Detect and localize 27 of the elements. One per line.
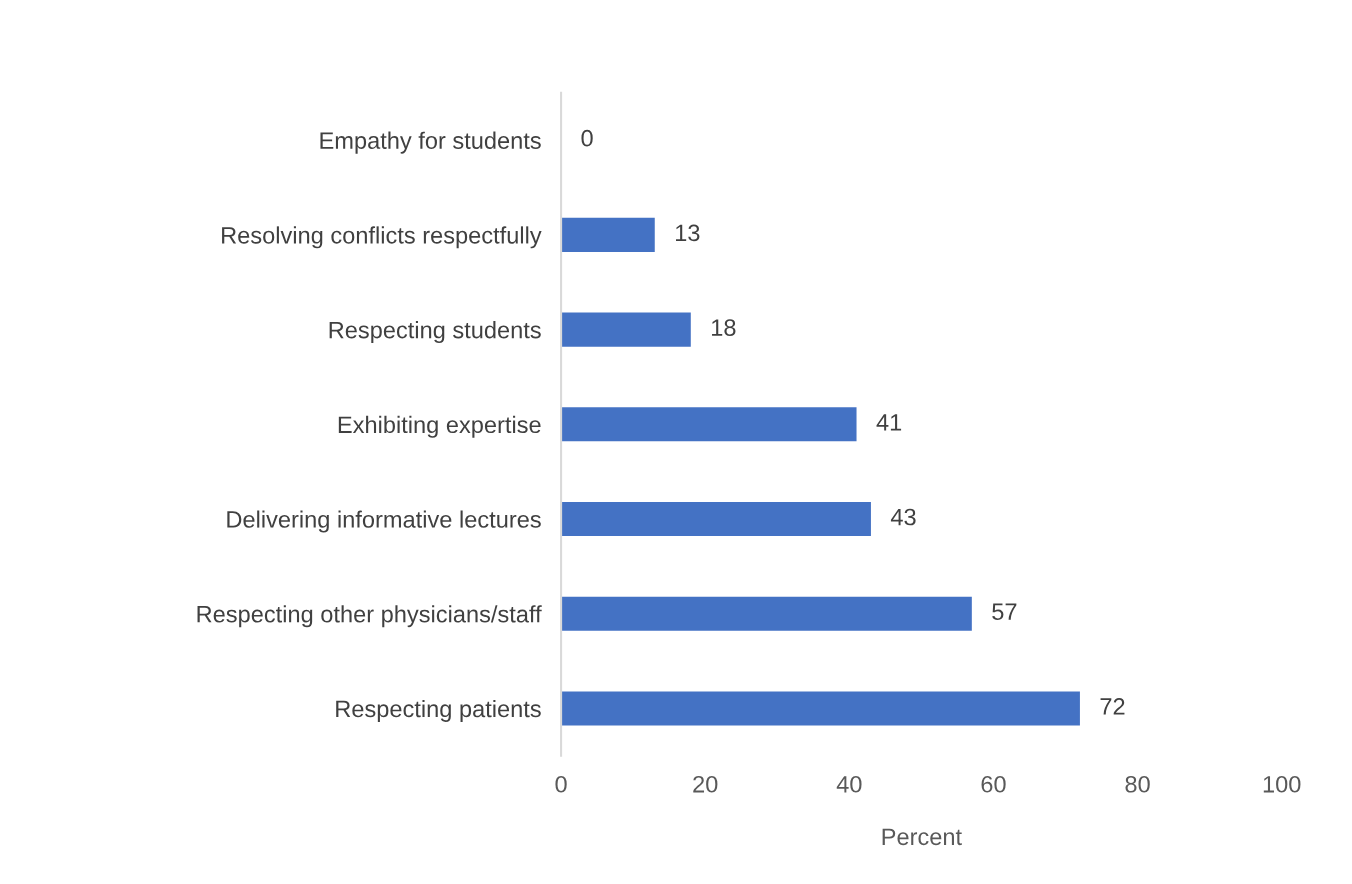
data-label: 18 — [712, 319, 736, 336]
data-label: 41 — [876, 414, 902, 431]
bar — [561, 596, 972, 631]
x-tick-label: 0 — [555, 775, 567, 793]
bar — [561, 407, 857, 442]
x-tick-label: 60 — [981, 775, 1006, 793]
bar — [561, 312, 691, 347]
data-label: 72 — [1100, 698, 1125, 715]
x-tick-label: 80 — [1125, 775, 1150, 793]
x-axis-title: Percent — [882, 828, 962, 846]
y-tick-label: Empathy for students — [320, 131, 541, 154]
data-label: 13 — [676, 224, 700, 242]
x-tick-label: 40 — [836, 775, 862, 793]
x-tick-label: 100 — [1263, 775, 1301, 793]
bar — [561, 501, 871, 537]
y-tick-label: Resolving conflicts respectfully — [222, 226, 542, 249]
x-tick-label: 20 — [693, 775, 718, 793]
data-label: 43 — [890, 508, 916, 526]
y-tick-label: Respecting other physicians/staff — [197, 605, 542, 628]
y-tick-label: Respecting patients — [336, 699, 541, 722]
y-tick-label: Exhibiting expertise — [338, 415, 541, 438]
data-label: 57 — [992, 603, 1017, 621]
bar — [561, 691, 1080, 726]
y-tick-label: Respecting students — [329, 321, 541, 344]
data-label: 0 — [581, 129, 593, 147]
y-tick-label: Delivering informative lectures — [227, 510, 541, 533]
bar — [561, 217, 655, 252]
